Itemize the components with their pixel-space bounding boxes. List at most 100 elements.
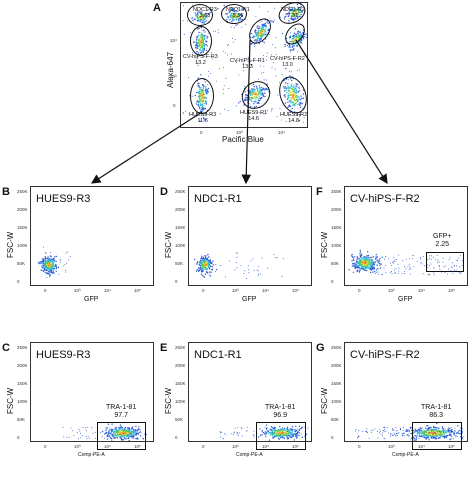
event-dot (455, 430, 457, 432)
event-dot (248, 272, 250, 274)
event-dot (390, 262, 391, 264)
event-dot (423, 433, 425, 436)
event-dot (207, 272, 209, 274)
event-dot (255, 99, 257, 101)
event-dot (297, 98, 299, 101)
event-dot (252, 83, 255, 86)
event-dot (130, 429, 132, 431)
event-dot (200, 74, 202, 76)
event-dot (453, 431, 455, 433)
event-dot (255, 93, 257, 96)
event-dot (204, 259, 207, 261)
event-dot (113, 432, 115, 433)
event-dot (129, 435, 132, 438)
event-dot (264, 28, 267, 30)
event-dot (397, 273, 399, 275)
gate-label-ndc1-r1: NDC1-R1 5.36 (226, 7, 250, 19)
panel-c-scatter (62, 423, 147, 441)
panel-f-ytick: 150K (331, 225, 342, 230)
event-dot (81, 435, 83, 437)
event-dot (281, 427, 284, 429)
event-dot (442, 257, 444, 259)
event-dot (201, 269, 203, 271)
event-dot (458, 429, 460, 432)
event-dot (114, 436, 116, 439)
panel-b-ytick: 100K (17, 243, 28, 248)
event-dot (407, 266, 409, 268)
event-dot (275, 257, 277, 259)
event-dot (451, 267, 453, 269)
event-dot (143, 433, 145, 435)
event-dot (279, 432, 281, 434)
event-dot (448, 429, 450, 430)
event-dot (132, 426, 134, 428)
event-dot (434, 426, 436, 428)
panel-g-ytick: 250K (331, 345, 342, 350)
event-dot (266, 32, 268, 34)
event-dot (262, 28, 265, 30)
event-dot (68, 259, 70, 261)
event-dot (410, 268, 412, 270)
event-dot (409, 427, 411, 429)
event-dot (232, 38, 233, 39)
event-dot (448, 259, 450, 260)
event-dot (293, 32, 296, 35)
event-dot (427, 434, 429, 436)
event-dot (78, 438, 80, 440)
event-dot (82, 427, 84, 428)
event-dot (379, 259, 380, 261)
event-dot (299, 31, 301, 33)
event-dot (457, 260, 458, 262)
event-dot (297, 30, 299, 32)
event-dot (107, 423, 110, 425)
event-dot (456, 265, 457, 267)
event-dot (206, 113, 208, 115)
event-dot (200, 273, 203, 275)
event-dot (236, 252, 238, 254)
event-dot (289, 10, 291, 12)
event-dot (202, 263, 204, 266)
gate-label-ndc1-r2: NDC1-R2 7.31 (281, 7, 305, 19)
panel-g-xtick: 0 (358, 444, 361, 449)
event-dot (288, 12, 290, 14)
event-dot (127, 437, 129, 440)
event-dot (299, 11, 302, 14)
event-dot (292, 104, 294, 107)
gate-label-hues9-r1: HUES9-R1 14.6 (240, 110, 268, 122)
event-dot (390, 271, 391, 273)
event-dot (451, 430, 454, 433)
event-dot (463, 436, 465, 438)
event-dot (294, 95, 296, 97)
event-dot (266, 33, 269, 36)
event-dot (368, 261, 370, 263)
event-dot (461, 265, 463, 267)
event-dot (294, 429, 296, 431)
event-dot (375, 254, 377, 256)
event-dot (206, 257, 209, 259)
event-dot (220, 113, 221, 115)
event-dot (449, 257, 451, 259)
event-dot (131, 437, 133, 439)
event-dot (251, 84, 253, 86)
event-dot (422, 255, 424, 257)
event-dot (294, 103, 297, 105)
event-dot (264, 95, 266, 97)
event-dot (212, 260, 214, 262)
event-dot (284, 431, 286, 433)
event-dot (358, 430, 360, 431)
event-dot (443, 434, 446, 436)
event-dot (224, 108, 226, 110)
event-dot (280, 429, 282, 431)
event-dot (367, 267, 369, 269)
event-dot (274, 434, 277, 437)
event-dot (49, 274, 51, 276)
event-dot (405, 429, 408, 431)
event-dot (54, 260, 56, 262)
event-dot (296, 114, 299, 116)
event-dot (371, 261, 373, 263)
event-dot (43, 269, 46, 271)
event-dot (268, 34, 270, 36)
event-dot (220, 436, 222, 438)
event-dot (367, 261, 369, 263)
event-dot (416, 436, 417, 438)
